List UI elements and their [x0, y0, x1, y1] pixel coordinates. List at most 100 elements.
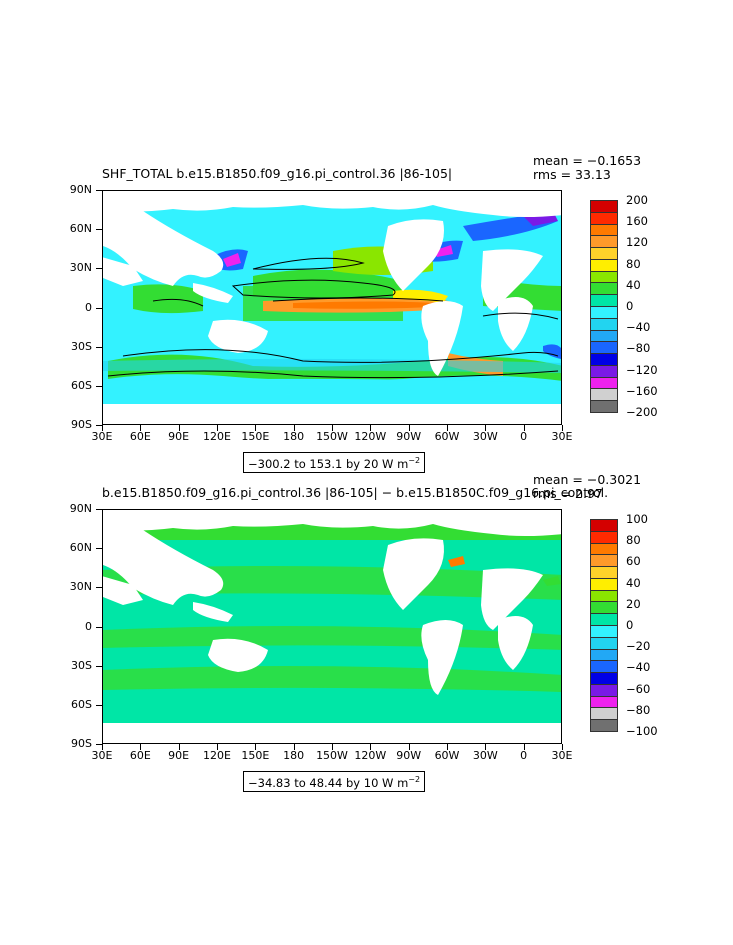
lon-label-2-2: 90E [168, 749, 190, 762]
lat-tick-1-0 [96, 190, 102, 191]
lon-label-2-12: 30E [551, 749, 573, 762]
lat-tick-1-4 [96, 346, 102, 348]
rms-label-1: rms = 33.13 [533, 167, 611, 182]
lon-label-2-5: 180 [283, 749, 305, 762]
lon-label-1-4: 150E [241, 430, 270, 443]
lon-tick-1-8 [408, 425, 410, 431]
lon-tick-1-4 [255, 425, 257, 431]
lon-label-1-6: 150W [316, 430, 348, 443]
range-label-2: −34.83 to 48.44 by 10 W m−2 [243, 771, 426, 792]
range-label-1: −300.2 to 153.1 by 20 W m−2 [243, 452, 426, 473]
lat-tick-1-5 [96, 385, 102, 387]
lon-tick-1-0 [102, 425, 103, 431]
lon-label-2-7: 120W [354, 749, 387, 762]
map-title-2: b.e15.B1850.f09_g16.pi_control.36 |86-10… [102, 485, 609, 500]
colorbar-label-1-10: −200 [626, 405, 658, 419]
colorbar-label-1-5: 0 [626, 299, 634, 313]
lon-label-1-1: 60E [129, 430, 151, 443]
mean-label-1: mean = −0.1653 [533, 153, 642, 168]
lat-label-2-2: 30N [69, 580, 92, 594]
rms-label-2: rms = 2.97 [533, 486, 603, 501]
map-field-2 [103, 510, 561, 743]
colorbar-label-1-6: −40 [626, 320, 651, 335]
colorbar-label-2-6: −20 [626, 639, 651, 654]
lat-tick-1-3 [96, 307, 102, 309]
lat-tick-2-0 [96, 509, 102, 510]
colorbar-label-1-1: 160 [626, 214, 648, 229]
lon-tick-1-11 [523, 425, 525, 431]
colorbar-label-2-10: −100 [626, 724, 658, 738]
lat-tick-1-6 [96, 425, 102, 426]
map-title-1: SHF_TOTAL b.e15.B1850.f09_g16.pi_control… [102, 166, 453, 181]
map-field-1 [103, 191, 561, 424]
lon-tick-1-1 [140, 425, 142, 431]
lat-label-2-5: 60S [71, 697, 92, 711]
colorbar-label-2-5: 0 [626, 618, 634, 632]
lon-label-1-11: 0 [520, 430, 528, 443]
surface-heat-flux-map [102, 190, 562, 425]
lat-label-2-6: 90S [71, 737, 92, 750]
lon-label-1-2: 90E [168, 430, 190, 443]
lat-label-1-4: 30S [71, 339, 92, 353]
colorbar-swatch-2-17 [590, 719, 618, 732]
lat-label-1-2: 30N [69, 261, 92, 275]
mean-label-2: mean = −0.3021 [533, 472, 642, 487]
lon-label-1-0: 30E [91, 430, 113, 443]
lon-tick-1-3 [217, 425, 218, 431]
lon-label-1-8: 90W [396, 430, 422, 443]
colorbar-label-1-7: −80 [626, 341, 651, 356]
lon-tick-2-7 [370, 744, 372, 750]
lon-label-2-8: 90W [396, 749, 422, 762]
lon-tick-1-12 [562, 425, 563, 431]
lon-tick-2-4 [255, 744, 257, 750]
colorbar-label-1-8: −120 [626, 362, 658, 377]
lat-label-2-0: 90N [69, 502, 92, 515]
lon-tick-2-6 [332, 744, 333, 750]
lat-label-2-4: 30S [71, 658, 92, 672]
lon-label-2-1: 60E [129, 749, 151, 762]
lon-label-2-0: 30E [91, 749, 113, 762]
lat-label-1-0: 90N [69, 183, 92, 196]
colorbar-label-1-4: 40 [626, 277, 641, 292]
lon-tick-1-7 [370, 425, 372, 431]
colorbar-label-2-9: −80 [626, 702, 651, 717]
lat-tick-1-2 [96, 268, 102, 270]
lat-label-1-5: 60S [71, 378, 92, 392]
land-masses-1 [103, 191, 561, 424]
lon-label-1-12: 30E [551, 430, 573, 443]
lon-label-2-11: 0 [520, 749, 528, 762]
lat-tick-2-1 [96, 548, 102, 550]
lat-tick-2-5 [96, 704, 102, 706]
lon-tick-2-1 [140, 744, 142, 750]
lon-tick-2-0 [102, 744, 103, 750]
lon-label-1-10: 30W [472, 430, 498, 443]
lat-tick-2-3 [96, 626, 102, 628]
colorbar-label-2-0: 100 [626, 512, 648, 526]
lat-tick-2-4 [96, 665, 102, 667]
land-masses-2 [103, 510, 561, 743]
lon-tick-2-5 [293, 744, 295, 750]
lat-label-1-1: 60N [69, 222, 92, 236]
lon-tick-2-11 [523, 744, 525, 750]
lon-label-2-6: 150W [316, 749, 348, 762]
difference-map [102, 509, 562, 744]
lat-label-1-6: 90S [71, 418, 92, 431]
lon-label-1-7: 120W [354, 430, 387, 443]
range-sup-1: −2 [408, 456, 421, 465]
lon-tick-1-9 [447, 425, 448, 431]
zero-contours-1 [107, 257, 559, 379]
colorbar-label-1-2: 120 [626, 235, 648, 250]
lon-label-2-4: 150E [241, 749, 270, 762]
lon-tick-2-2 [178, 744, 180, 750]
colorbar-2: 100 80 60 40 20 0 −20 −40 −60 −80 −100 [590, 513, 658, 737]
lon-label-1-5: 180 [283, 430, 305, 443]
lon-label-2-10: 30W [472, 749, 498, 762]
colorbar-label-2-8: −60 [626, 681, 651, 696]
lon-label-1-3: 120E [203, 430, 231, 443]
lon-tick-1-5 [293, 425, 295, 431]
lat-tick-2-6 [96, 744, 102, 745]
lat-tick-1-1 [96, 229, 102, 231]
lon-tick-1-10 [485, 425, 487, 431]
colorbar-label-2-2: 60 [626, 554, 641, 569]
colorbar-1: 200 160 120 80 40 0 −40 −80 −120 −160 −200 [590, 194, 658, 418]
